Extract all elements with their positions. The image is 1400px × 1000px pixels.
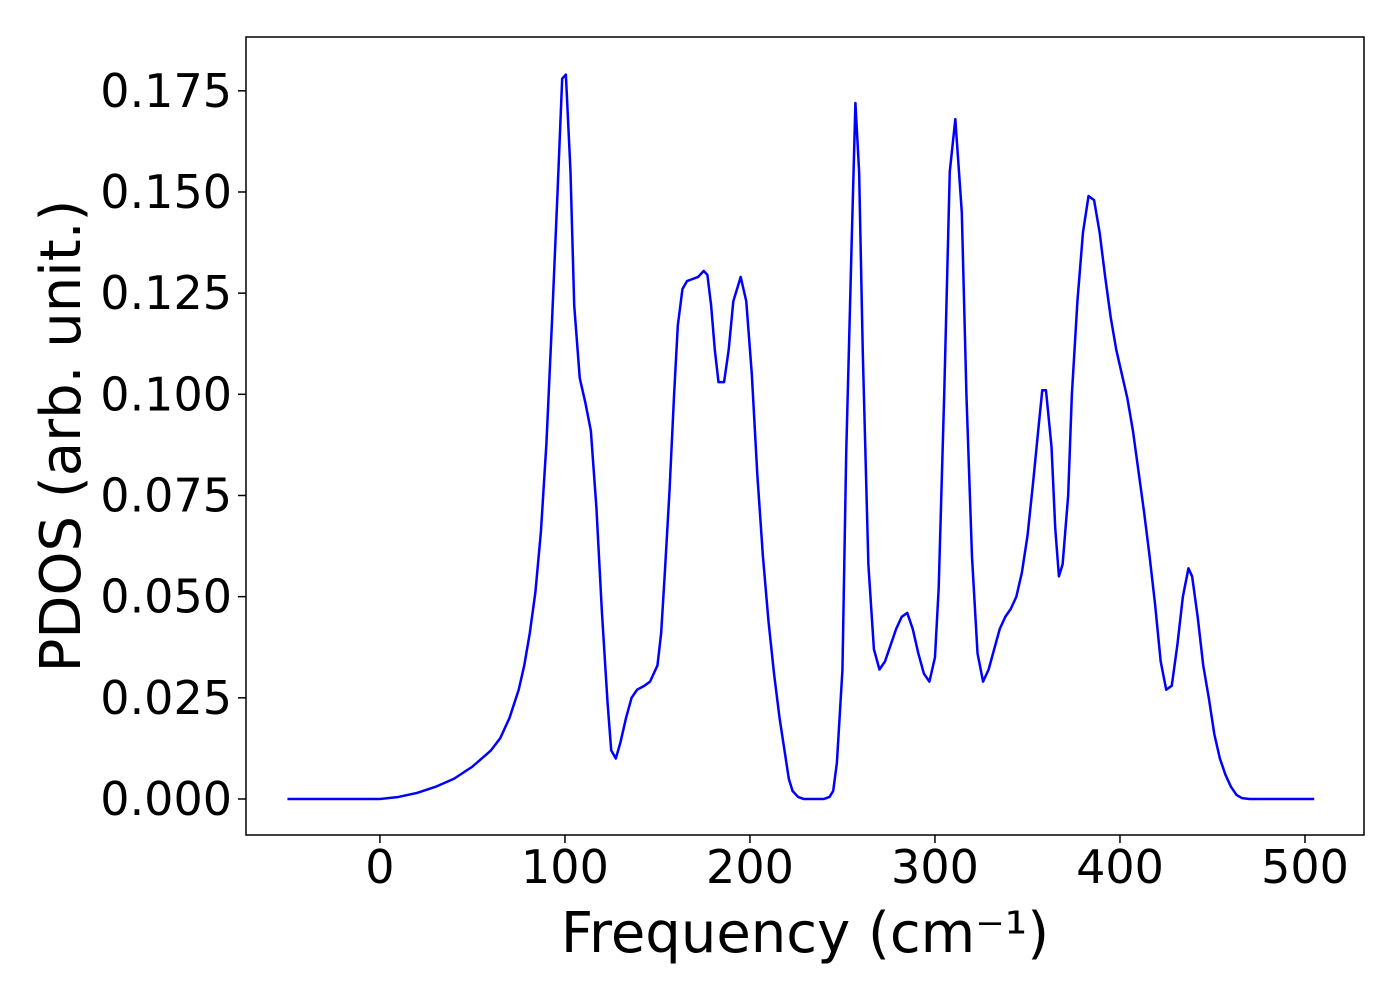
y-tick-label: 0.150 — [100, 165, 232, 219]
y-tick-label: 0.000 — [100, 772, 232, 826]
x-tick-label: 100 — [521, 840, 609, 894]
y-tick-label: 0.075 — [100, 468, 232, 522]
x-tick-label: 0 — [365, 840, 394, 894]
x-tick-label: 300 — [891, 840, 979, 894]
x-axis-label: Frequency (cm⁻¹) — [561, 901, 1049, 966]
y-tick-label: 0.100 — [100, 367, 232, 421]
x-tick-label: 400 — [1076, 840, 1164, 894]
plot-frame — [245, 36, 1365, 836]
x-tick-label: 200 — [706, 840, 794, 894]
y-tick-label: 0.175 — [100, 64, 232, 118]
y-tick-label: 0.025 — [100, 671, 232, 725]
data-line — [287, 73, 1315, 801]
y-axis-label: PDOS (arb. unit.) — [29, 200, 94, 673]
y-tick-label: 0.125 — [100, 266, 232, 320]
x-tick-label: 500 — [1261, 840, 1349, 894]
y-tick-label: 0.050 — [100, 570, 232, 624]
